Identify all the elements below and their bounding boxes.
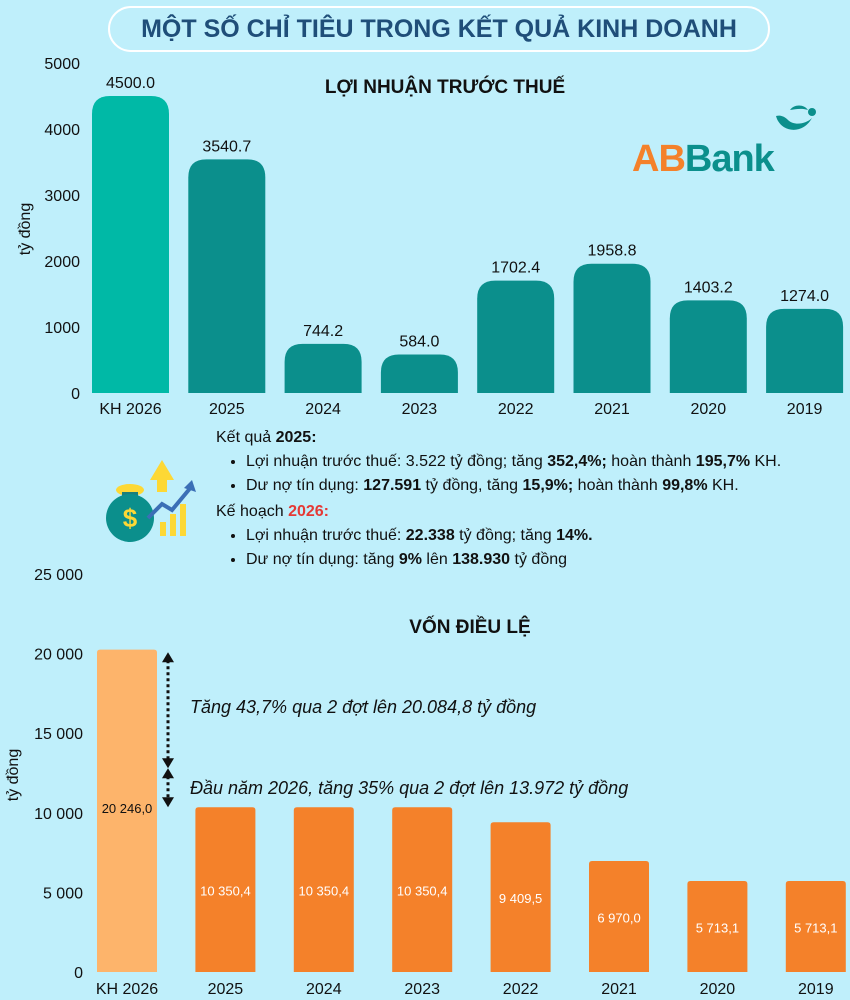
result-year: 2025 xyxy=(275,429,312,446)
x-tick-label: 2021 xyxy=(594,401,630,418)
bar xyxy=(380,354,458,393)
data-label: 6 970,0 xyxy=(597,911,640,926)
y-tick-label: 3000 xyxy=(44,188,80,205)
data-label: 1702.4 xyxy=(491,260,540,277)
data-label: 20 246,0 xyxy=(102,801,153,816)
list-item: Lợi nhuận trước thuế: 3.522 tỷ đồng; tăn… xyxy=(246,450,836,474)
data-label: 10 350,4 xyxy=(298,884,349,899)
data-label: 4500.0 xyxy=(106,75,155,92)
money-bag-growth-icon: $ xyxy=(106,460,196,542)
bar xyxy=(188,159,266,393)
list-item: Dư nợ tín dụng: 127.591 tỷ đồng, tăng 15… xyxy=(246,474,836,498)
bar xyxy=(92,96,169,393)
logo-text-bank: Bank xyxy=(684,138,775,180)
data-label: 3540.7 xyxy=(202,138,251,155)
data-label: 9 409,5 xyxy=(499,891,542,906)
capital-chart: 0 5 000 10 000 15 000 20 000 25 000 20 246,0 KH… xyxy=(34,567,846,998)
x-tick-label: 2023 xyxy=(404,981,440,998)
annotation-increase-2025: Tăng 43,7% qua 2 đợt lên 20.084,8 tỷ đồn… xyxy=(190,697,537,717)
y-tick-label: 5000 xyxy=(44,56,80,73)
x-tick-label: 2021 xyxy=(601,981,637,998)
x-tick-label: 2024 xyxy=(305,401,341,418)
plan-list: Lợi nhuận trước thuế: 22.338 tỷ đồng; tă… xyxy=(216,524,836,572)
data-label: 584.0 xyxy=(399,333,439,350)
data-label: 1274.0 xyxy=(780,288,829,305)
y-tick-label: 25 000 xyxy=(34,567,83,584)
data-label: 744.2 xyxy=(303,323,343,340)
arrow-lower-head-down xyxy=(162,797,174,808)
bar xyxy=(766,308,844,393)
x-tick-label: 2020 xyxy=(691,401,727,418)
y-tick-label: 0 xyxy=(74,965,83,982)
y-tick-label: 5 000 xyxy=(43,885,83,902)
x-tick-label: 2022 xyxy=(503,981,539,998)
abbank-logo: ABBank xyxy=(632,138,775,181)
bar xyxy=(293,807,354,972)
bar xyxy=(785,881,846,972)
plan-prefix: Kế hoạch xyxy=(216,503,289,520)
page-title: MỘT SỐ CHỈ TIÊU TRONG KẾT QUẢ KINH DOANH xyxy=(108,6,770,52)
x-tick-label: 2019 xyxy=(787,401,823,418)
x-tick-label: KH 2026 xyxy=(96,981,158,998)
data-label: 10 350,4 xyxy=(200,884,251,899)
y-tick-label: 2000 xyxy=(44,254,80,271)
list-item: Dư nợ tín dụng: tăng 9% lên 138.930 tỷ đ… xyxy=(246,548,836,572)
result-heading: Kết quả 2025: xyxy=(216,426,836,450)
x-tick-label: 2019 xyxy=(798,981,834,998)
y-tick-label: 20 000 xyxy=(34,647,83,664)
x-tick-label: 2024 xyxy=(306,981,342,998)
profit-chart: 0 1000 2000 3000 4000 5000 4500.0 KH 2026 3540.7… xyxy=(44,56,844,418)
profit-chart-title: LỢI NHUẬN TRƯỚC THUẾ xyxy=(324,77,566,98)
arrow-lower-head-up xyxy=(162,768,174,779)
list-item: Lợi nhuận trước thuế: 22.338 tỷ đồng; tă… xyxy=(246,524,836,548)
x-tick-label: 2020 xyxy=(700,981,736,998)
plan-year: 2026: xyxy=(288,503,329,520)
summary-block: Kết quả 2025: Lợi nhuận trước thuế: 3.52… xyxy=(216,426,836,572)
result-list: Lợi nhuận trước thuế: 3.522 tỷ đồng; tăn… xyxy=(216,450,836,498)
result-prefix: Kết quả xyxy=(216,429,276,446)
data-label: 5 713,1 xyxy=(794,921,837,936)
data-label: 1958.8 xyxy=(588,243,637,260)
svg-text:$: $ xyxy=(123,503,138,533)
plan-heading: Kế hoạch 2026: xyxy=(216,500,836,524)
y-tick-label: 15 000 xyxy=(34,726,83,743)
bar xyxy=(195,807,256,972)
y-tick-label: 0 xyxy=(71,386,80,403)
x-tick-label: 2023 xyxy=(402,401,438,418)
x-tick-label: 2025 xyxy=(208,981,244,998)
bar xyxy=(97,649,157,972)
data-label: 1403.2 xyxy=(684,279,733,296)
bird-icon xyxy=(776,105,816,130)
bar xyxy=(392,807,453,972)
bar xyxy=(669,300,747,393)
bar xyxy=(477,280,555,393)
bar xyxy=(284,343,362,393)
bar xyxy=(490,822,551,972)
data-label: 5 713,1 xyxy=(696,921,739,936)
annotation-increase-2026: Đầu năm 2026, tăng 35% qua 2 đợt lên 13.… xyxy=(190,778,629,798)
y-tick-label: 4000 xyxy=(44,122,80,139)
capital-chart-title: VỐN ĐIỀU LỆ xyxy=(409,617,531,638)
bar xyxy=(589,861,649,972)
logo-text-ab: AB xyxy=(632,138,686,180)
result-suffix: : xyxy=(311,429,317,446)
x-tick-label: KH 2026 xyxy=(99,401,161,418)
arrow-upper-head-down xyxy=(162,758,174,769)
x-tick-label: 2025 xyxy=(209,401,245,418)
data-label: 10 350,4 xyxy=(397,884,448,899)
bar xyxy=(687,881,748,972)
y-tick-label: 1000 xyxy=(44,320,80,337)
arrow-upper-head-up xyxy=(162,652,174,663)
x-tick-label: 2022 xyxy=(498,401,534,418)
y-tick-label: 10 000 xyxy=(34,806,83,823)
bar xyxy=(573,263,651,393)
